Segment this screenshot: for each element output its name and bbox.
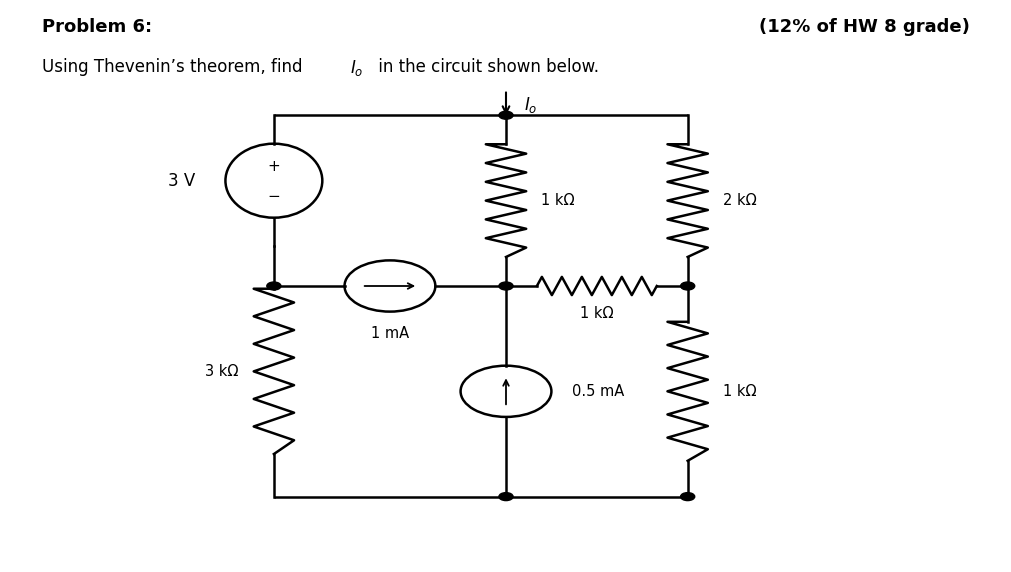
Circle shape [680, 282, 694, 290]
Text: (12% of HW 8 grade): (12% of HW 8 grade) [758, 18, 970, 37]
Text: in the circuit shown below.: in the circuit shown below. [372, 58, 599, 76]
Circle shape [498, 492, 513, 500]
Text: 1 kΩ: 1 kΩ [541, 193, 574, 208]
Circle shape [680, 492, 694, 500]
Text: 1 kΩ: 1 kΩ [579, 306, 613, 321]
Text: 2 kΩ: 2 kΩ [722, 193, 756, 208]
Text: 3 V: 3 V [168, 172, 195, 190]
Text: 3 kΩ: 3 kΩ [205, 364, 239, 379]
Circle shape [498, 282, 513, 290]
Text: Using Thevenin’s theorem, find: Using Thevenin’s theorem, find [41, 58, 307, 76]
Text: 1 mA: 1 mA [370, 326, 408, 341]
Circle shape [267, 282, 281, 290]
Text: +: + [267, 159, 280, 174]
Text: $I_o$: $I_o$ [349, 58, 363, 78]
Text: −: − [267, 189, 280, 204]
Text: 1 kΩ: 1 kΩ [722, 384, 756, 399]
Circle shape [498, 111, 513, 119]
Text: 0.5 mA: 0.5 mA [571, 384, 623, 399]
Text: $I_o$: $I_o$ [524, 96, 537, 116]
Text: Problem 6:: Problem 6: [41, 18, 152, 37]
